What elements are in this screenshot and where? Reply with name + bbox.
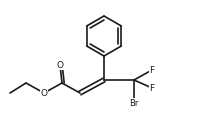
Text: F: F <box>150 83 155 93</box>
Text: O: O <box>41 88 48 97</box>
Text: F: F <box>150 66 155 74</box>
Text: Br: Br <box>129 99 139 108</box>
Text: O: O <box>57 60 63 69</box>
